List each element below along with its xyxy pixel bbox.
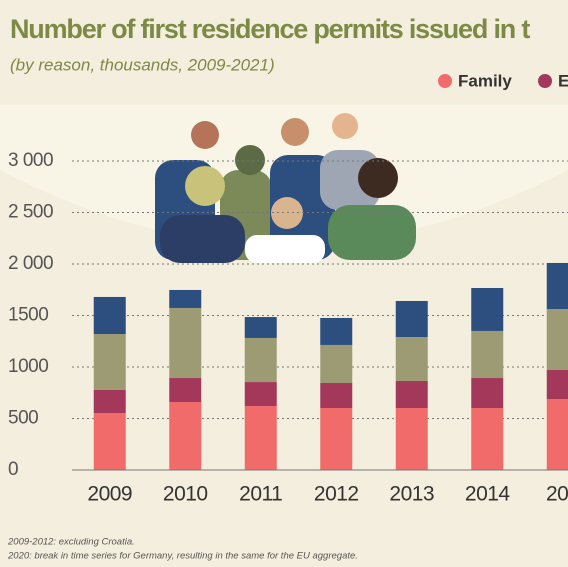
bar-segment [169,378,202,403]
y-tick-label: 3 000 [8,150,53,171]
y-tick-label: 0 [8,459,18,480]
bar-segment [471,330,504,379]
bar-segment [93,413,126,470]
bar-segment [93,334,126,390]
bar-segment [546,369,568,400]
bar-segment [395,300,428,338]
x-tick-label: 2014 [465,483,511,506]
bar-segment [320,382,353,408]
legend-swatch [438,74,452,88]
bar-segment [395,381,428,408]
bar-segment [320,407,353,470]
bar-segment [546,262,568,310]
bar-segment [320,317,353,345]
bar-segment [395,407,428,470]
y-tick-label: 1500 [8,305,48,326]
chart-title: Number of first residence permits issued… [10,14,530,44]
legend-label: E [558,71,568,90]
y-tick-label: 2 500 [8,202,53,223]
bar-segment [546,309,568,370]
x-tick-label: 2013 [389,483,434,506]
y-tick-label: 500 [8,408,38,429]
x-tick-label: 2012 [314,483,359,506]
legend-swatch [538,74,552,88]
bar-segment [169,402,202,470]
footnote: 2020: break in time series for Germany, … [7,551,358,562]
x-tick-label: 2011 [239,483,282,506]
bar-segment [471,287,504,331]
bar-segment [244,406,277,470]
bar-segment [244,382,277,407]
bar-segment [169,307,202,379]
x-tick-label: 2009 [87,483,132,506]
bar-segment [546,399,568,470]
footnote: 2009-2012: excluding Croatia. [7,537,135,548]
bar-segment [93,389,126,414]
y-tick-label: 1000 [8,356,48,377]
y-tick-label: 2 000 [8,253,53,274]
bar-segment [169,289,202,308]
bar-segment [244,317,277,338]
bar-segment [395,337,428,382]
legend-label: Family [458,71,512,90]
bar-segment [320,344,353,383]
bar-segment [93,296,126,335]
bar-segment [244,337,277,383]
chart-subtitle: (by reason, thousands, 2009-2021) [10,55,275,74]
people-illustration [155,113,416,263]
bar-segment [471,407,504,470]
x-tick-label: 2010 [163,483,208,506]
x-tick-label: 201 [546,483,568,506]
bar-segment [471,378,504,408]
